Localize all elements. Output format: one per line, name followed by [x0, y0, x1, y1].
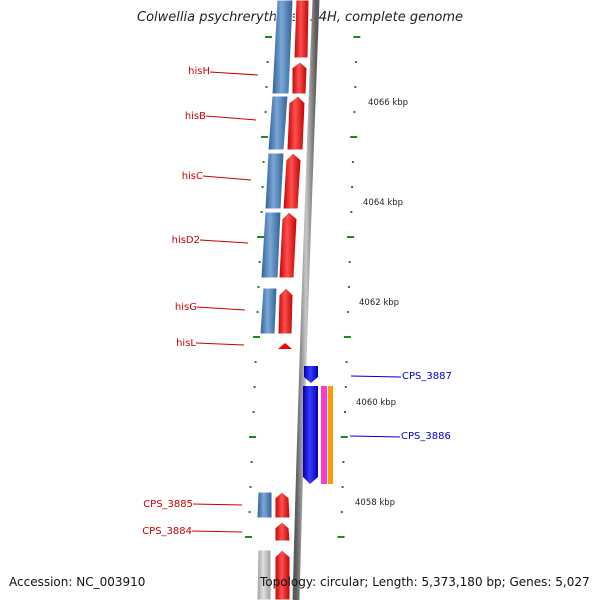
gene-label-hisG: hisG: [175, 302, 197, 313]
gene-block-hisD2-blue: [260, 211, 282, 279]
scale-tick: [344, 386, 347, 388]
scale-tick: [265, 86, 268, 88]
gene-block-hisG-blue: [259, 287, 278, 335]
scale-tick: [350, 211, 353, 213]
scale-tick: [348, 261, 351, 263]
leader-hisG: [196, 306, 246, 311]
gene-arrow-hisB-red: [286, 95, 306, 151]
scale-tick: [253, 336, 261, 338]
gene-block-top-blue: [271, 0, 294, 95]
scale-tick: [340, 511, 343, 513]
gene-arrow-cps3887: [304, 366, 318, 383]
scale-tick: [249, 486, 252, 488]
gene-block-cps3885-blue: [256, 491, 273, 519]
scale-tick: [262, 161, 265, 163]
scale-tick: [250, 461, 253, 463]
scale-label-4060: 4060 kbp: [356, 398, 396, 408]
right-gene-labels: CPS_3887 CPS_3886: [349, 371, 452, 442]
scale-tick: [345, 361, 348, 363]
scale-tick: [252, 411, 255, 413]
gene-label-hisL: hisL: [176, 338, 196, 349]
scale-tick: [337, 536, 345, 538]
leader-cps3884: [191, 530, 243, 533]
feature-orange: [328, 386, 333, 484]
leader-cps3887: [350, 375, 402, 378]
gene-label-hisC: hisC: [182, 171, 203, 182]
scale-tick: [342, 461, 345, 463]
scale-tick: [347, 236, 355, 238]
scale-tick: [257, 286, 260, 288]
scale-tick: [341, 486, 344, 488]
scale-tick: [258, 261, 261, 263]
scale-tick: [354, 86, 357, 88]
gene-block-bottom-grey: [256, 549, 272, 600]
scale-tick: [340, 436, 348, 438]
scale-tick: [261, 186, 264, 188]
scale-tick: [347, 286, 350, 288]
scale-tick: [261, 136, 269, 138]
gene-block-hisB-blue: [267, 95, 289, 151]
scale-tick: [353, 111, 356, 113]
gene-label-cps3884: CPS_3884: [142, 526, 192, 537]
topology-text: Topology: circular; Length: 5,373,180 bp…: [260, 575, 590, 589]
genome-backbone: [292, 0, 320, 600]
leader-hisD2: [199, 239, 249, 244]
scale-label-4062: 4062 kbp: [359, 298, 399, 308]
gene-arrow-cps3885-red: [274, 491, 291, 519]
gene-arrow-cps3886: [303, 386, 318, 484]
gene-arrow-hisG-red: [277, 287, 294, 335]
scale-label-4058: 4058 kbp: [355, 498, 395, 508]
leader-cps3886: [349, 435, 401, 438]
scale-tick: [264, 111, 267, 113]
gene-label-cps3886: CPS_3886: [401, 431, 451, 442]
scale-tick: [254, 361, 257, 363]
gene-arrow-hisD2-red: [278, 211, 298, 279]
scale-tick: [350, 136, 358, 138]
accession-text: Accession: NC_003910: [9, 575, 146, 589]
scale-tick: [256, 311, 259, 313]
leader-hisC: [202, 175, 252, 181]
scale-tick: [260, 211, 263, 213]
scale-tick: [351, 186, 354, 188]
leader-hisL: [195, 342, 245, 346]
scale-tick: [343, 411, 346, 413]
gene-arrow-top-red: [293, 0, 310, 59]
scale-label-4064: 4064 kbp: [363, 198, 403, 208]
scale-tick: [245, 536, 253, 538]
scale-labels: 4066 kbp 4064 kbp 4062 kbp 4060 kbp 4058…: [355, 98, 408, 508]
gene-arrow-hisL-red: [278, 343, 292, 349]
gene-arrow-cps3884-red: [274, 521, 291, 542]
scale-tick: [266, 61, 269, 63]
scale-tick: [253, 386, 256, 388]
scale-tick: [265, 36, 273, 38]
scale-tick: [248, 511, 251, 513]
scale-ticks: [245, 36, 361, 538]
gene-label-cps3885: CPS_3885: [143, 499, 193, 510]
leader-cps3885: [192, 503, 243, 506]
gene-arrow-hisH-red: [291, 61, 308, 95]
gene-arrow-bottom-red: [274, 549, 291, 600]
scale-label-4066: 4066 kbp: [368, 98, 408, 108]
gene-block-hisC-blue: [264, 152, 285, 210]
gene-label-hisB: hisB: [185, 111, 206, 122]
scale-tick: [257, 236, 265, 238]
gene-label-hisD2: hisD2: [172, 235, 200, 246]
gene-arrow-hisC-red: [282, 152, 302, 210]
feature-magenta: [321, 386, 327, 484]
scale-tick: [355, 61, 358, 63]
scale-tick: [347, 311, 350, 313]
left-gene-labels: hisH hisB hisC hisD2 hisG hisL CPS_3885 …: [142, 66, 259, 537]
scale-tick: [353, 36, 361, 38]
gene-label-cps3887: CPS_3887: [402, 371, 452, 382]
scale-tick: [351, 161, 354, 163]
leader-hisB: [205, 115, 257, 121]
scale-tick: [249, 436, 257, 438]
scale-tick: [343, 336, 351, 338]
leader-hisH: [209, 71, 259, 76]
gene-label-hisH: hisH: [188, 66, 210, 77]
